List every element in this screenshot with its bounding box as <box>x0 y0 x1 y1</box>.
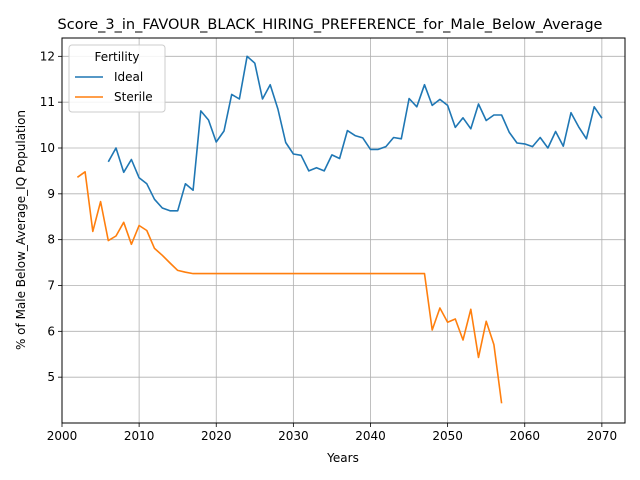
x-tick-label: 2030 <box>278 429 309 443</box>
x-tick-label: 2060 <box>509 429 540 443</box>
series-lines <box>76 55 603 404</box>
x-tick-label: 2000 <box>47 429 78 443</box>
y-axis-ticks: 5 6 7 8 9 10 11 12 <box>40 49 62 384</box>
x-axis-ticks: 2000 2010 2020 2030 2040 2050 2060 2070 <box>47 423 617 443</box>
y-tick-label: 6 <box>47 324 55 338</box>
x-tick-label: 2020 <box>201 429 232 443</box>
grid <box>61 38 625 423</box>
legend: Fertility Ideal Sterile <box>68 44 166 113</box>
x-tick-label: 2010 <box>124 429 155 443</box>
y-tick-label: 7 <box>47 279 55 293</box>
y-tick-label: 12 <box>40 49 55 63</box>
y-tick-label: 5 <box>47 370 55 384</box>
y-tick-label: 9 <box>47 187 55 201</box>
x-tick-label: 2050 <box>432 429 463 443</box>
y-axis-label: % of Male Below_Average_IQ Population <box>14 110 28 350</box>
legend-label-ideal: Ideal <box>114 70 143 84</box>
y-tick-label: 10 <box>40 141 55 155</box>
y-tick-label: 11 <box>40 95 55 109</box>
plot-frame <box>61 37 626 424</box>
x-tick-label: 2070 <box>587 429 618 443</box>
chart-title: Score_3_in_FAVOUR_BLACK_HIRING_PREFERENC… <box>58 17 603 33</box>
legend-title: Fertility <box>94 50 139 64</box>
series-line-ideal <box>107 55 603 212</box>
legend-box <box>68 44 166 113</box>
legend-label-sterile: Sterile <box>114 90 153 104</box>
x-tick-label: 2040 <box>355 429 386 443</box>
series-line-sterile <box>76 171 503 404</box>
x-axis-label: Years <box>326 451 359 465</box>
y-tick-label: 8 <box>47 233 55 247</box>
